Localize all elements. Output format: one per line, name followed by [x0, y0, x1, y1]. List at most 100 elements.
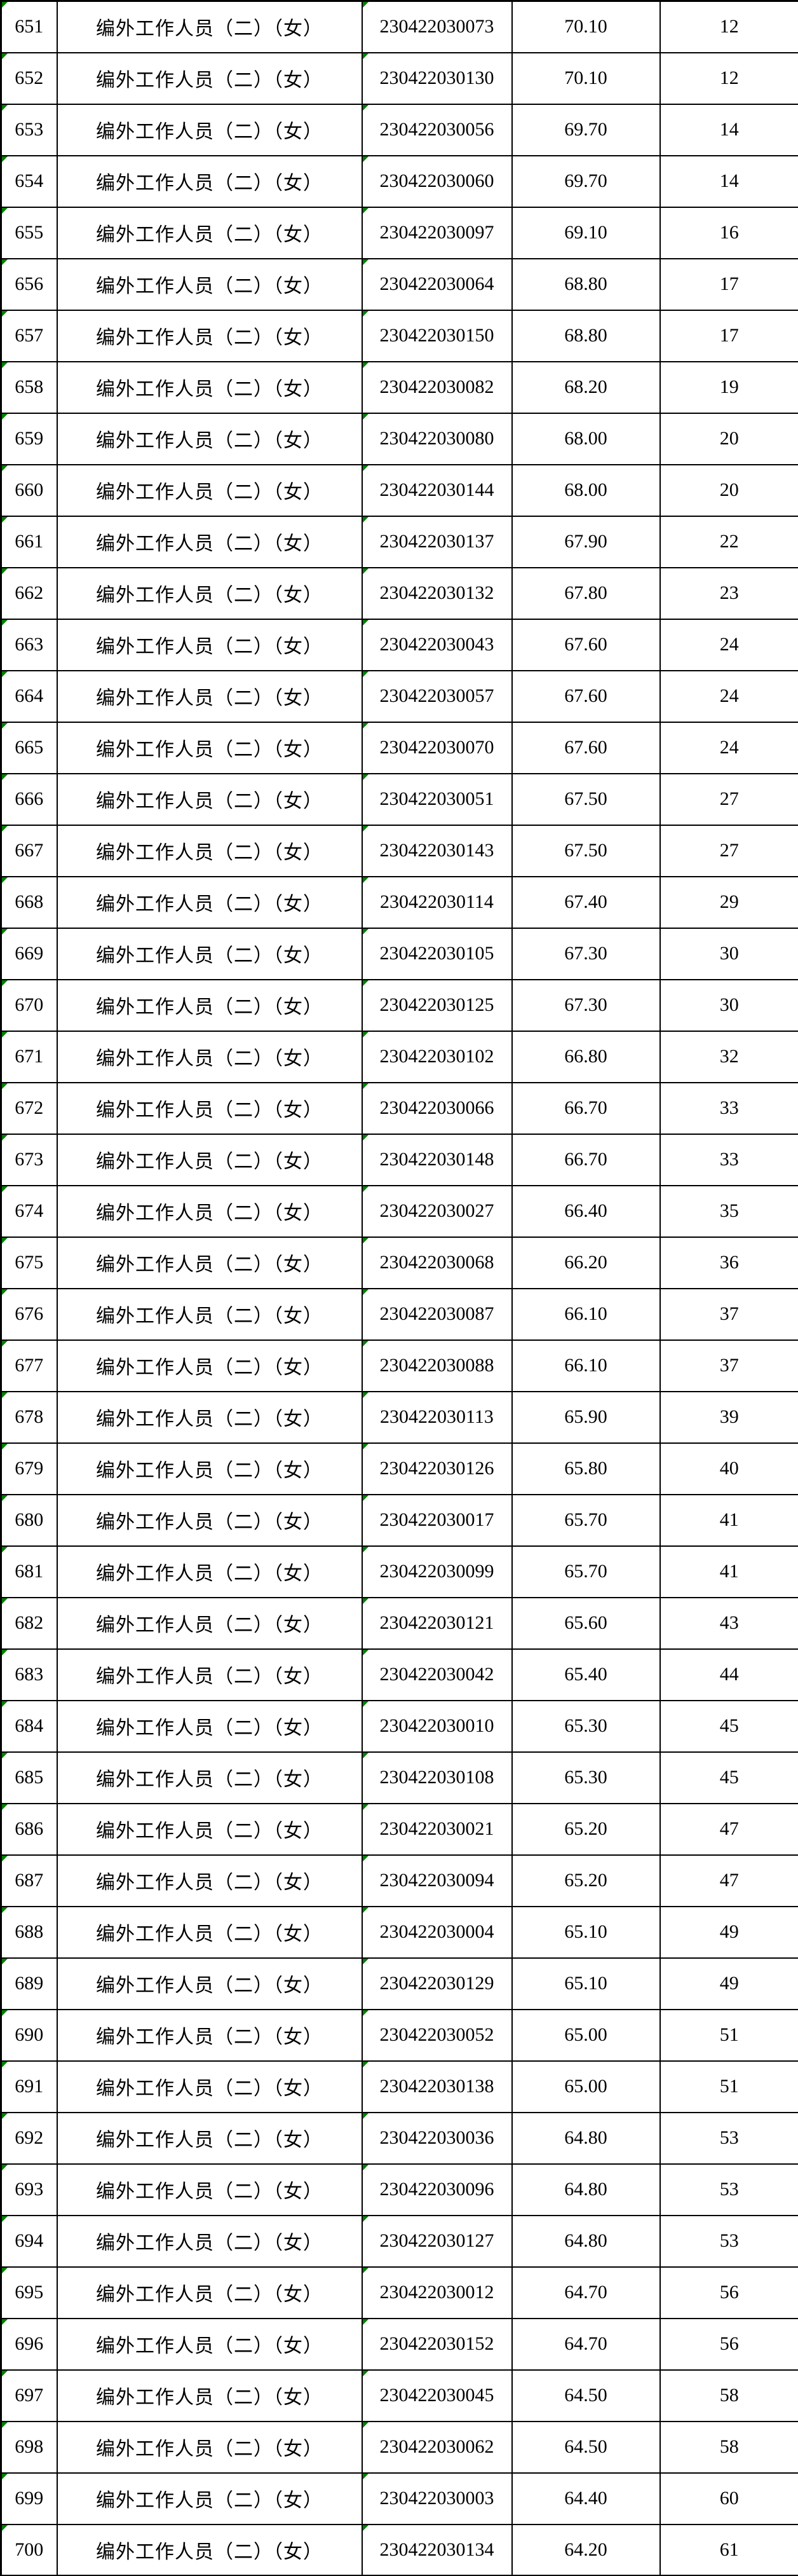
error-indicator-icon [2, 208, 8, 214]
table-row: 685 编外工作人员（二）（女） 230422030108 65.30 45 [0, 1751, 798, 1804]
error-indicator-icon [2, 414, 8, 420]
table-row: 665 编外工作人员（二）（女） 230422030070 67.60 24 [0, 721, 798, 774]
error-indicator-icon [363, 2474, 369, 2479]
seq-value: 700 [15, 2538, 44, 2560]
score-value: 64.70 [564, 2282, 607, 2303]
seq-cell: 690 [0, 2008, 58, 2062]
candidate-id-value: 230422030121 [379, 1612, 494, 1633]
position-cell: 编外工作人员（二）（女） [56, 669, 363, 723]
table-row: 667 编外工作人员（二）（女） 230422030143 67.50 27 [0, 824, 798, 877]
error-indicator-icon [363, 1289, 369, 1295]
score-cell: 67.30 [511, 927, 661, 980]
seq-value: 653 [15, 119, 44, 140]
seq-value: 651 [15, 16, 44, 38]
seq-value: 670 [15, 994, 44, 1015]
score-value: 65.10 [564, 1921, 607, 1942]
candidate-id-cell: 230422030003 [361, 2472, 513, 2525]
rank-value: 56 [719, 2282, 739, 2303]
seq-cell: 666 [0, 772, 58, 826]
candidate-id-cell: 230422030097 [361, 206, 513, 259]
score-value: 69.70 [564, 119, 607, 140]
score-value: 66.70 [564, 1097, 607, 1118]
candidate-id-cell: 230422030134 [361, 2523, 513, 2576]
score-value: 65.00 [564, 2024, 607, 2045]
error-indicator-icon [363, 2113, 369, 2119]
seq-value: 692 [15, 2127, 44, 2148]
score-cell: 65.90 [511, 1390, 661, 1444]
rank-value: 29 [719, 891, 739, 912]
rank-value: 23 [719, 582, 739, 603]
candidate-id-cell: 230422030027 [361, 1184, 513, 1238]
candidate-id-value: 230422030021 [379, 1818, 494, 1839]
score-cell: 64.50 [511, 2369, 661, 2422]
error-indicator-icon [363, 465, 369, 471]
table-row: 674 编外工作人员（二）（女） 230422030027 66.40 35 [0, 1184, 798, 1238]
rank-cell: 22 [659, 515, 798, 568]
error-indicator-icon [2, 2371, 8, 2376]
rank-value: 47 [719, 1818, 739, 1839]
candidate-id-value: 230422030066 [379, 1097, 494, 1118]
seq-cell: 669 [0, 927, 58, 980]
rank-cell: 32 [659, 1030, 798, 1083]
rank-value: 43 [719, 1612, 739, 1633]
rank-cell: 19 [659, 360, 798, 414]
seq-cell: 675 [0, 1236, 58, 1289]
rank-value: 41 [719, 1561, 739, 1582]
seq-cell: 670 [0, 978, 58, 1032]
error-indicator-icon [363, 1392, 369, 1398]
error-indicator-icon [2, 2062, 8, 2067]
error-indicator-icon [363, 2371, 369, 2376]
position-value: 编外工作人员（二）（女） [96, 791, 323, 812]
position-value: 编外工作人员（二）（女） [96, 18, 323, 40]
rank-cell: 61 [659, 2523, 798, 2576]
score-value: 66.10 [564, 1303, 607, 1324]
score-cell: 69.70 [511, 103, 661, 156]
seq-value: 664 [15, 685, 44, 706]
candidate-id-cell: 230422030132 [361, 566, 513, 620]
score-value: 68.20 [564, 376, 607, 397]
score-cell: 67.60 [511, 721, 661, 774]
position-cell: 编外工作人员（二）（女） [56, 927, 363, 980]
rank-cell: 45 [659, 1699, 798, 1753]
error-indicator-icon [2, 980, 8, 986]
candidate-id-cell: 230422030102 [361, 1030, 513, 1083]
error-indicator-icon [2, 1238, 8, 1243]
candidate-id-cell: 230422030073 [361, 0, 513, 53]
score-value: 65.30 [564, 1715, 607, 1736]
candidate-id-cell: 230422030137 [361, 515, 513, 568]
seq-value: 662 [15, 582, 44, 603]
seq-value: 656 [15, 273, 44, 294]
score-value: 65.70 [564, 1561, 607, 1582]
error-indicator-icon [2, 568, 8, 574]
score-cell: 66.10 [511, 1287, 661, 1341]
table-row: 693 编外工作人员（二）（女） 230422030096 64.80 53 [0, 2163, 798, 2216]
seq-value: 681 [15, 1561, 44, 1582]
score-value: 65.60 [564, 1612, 607, 1633]
table-row: 668 编外工作人员（二）（女） 230422030114 67.40 29 [0, 875, 798, 929]
rank-cell: 24 [659, 618, 798, 671]
error-indicator-icon [2, 2165, 8, 2170]
table-row: 689 编外工作人员（二）（女） 230422030129 65.10 49 [0, 1957, 798, 2010]
rank-value: 33 [719, 1097, 739, 1118]
seq-cell: 678 [0, 1390, 58, 1444]
rank-cell: 47 [659, 1854, 798, 1907]
score-value: 69.70 [564, 170, 607, 191]
position-value: 编外工作人员（二）（女） [96, 1924, 323, 1945]
candidate-id-value: 230422030056 [379, 119, 494, 140]
candidate-id-cell: 230422030052 [361, 2008, 513, 2062]
rank-value: 49 [719, 1973, 739, 1994]
candidate-id-value: 230422030080 [379, 428, 494, 449]
score-value: 67.60 [564, 685, 607, 706]
position-value: 编外工作人员（二）（女） [96, 2541, 323, 2563]
position-value: 编外工作人员（二）（女） [96, 585, 323, 606]
error-indicator-icon [2, 156, 8, 162]
seq-value: 674 [15, 1200, 44, 1221]
score-value: 66.20 [564, 1252, 607, 1273]
rank-value: 53 [719, 2127, 739, 2148]
seq-value: 693 [15, 2179, 44, 2200]
seq-value: 688 [15, 1921, 44, 1942]
rank-cell: 17 [659, 257, 798, 311]
score-cell: 69.70 [511, 154, 661, 208]
score-cell: 64.70 [511, 2317, 661, 2371]
candidate-id-value: 230422030113 [380, 1406, 494, 1427]
